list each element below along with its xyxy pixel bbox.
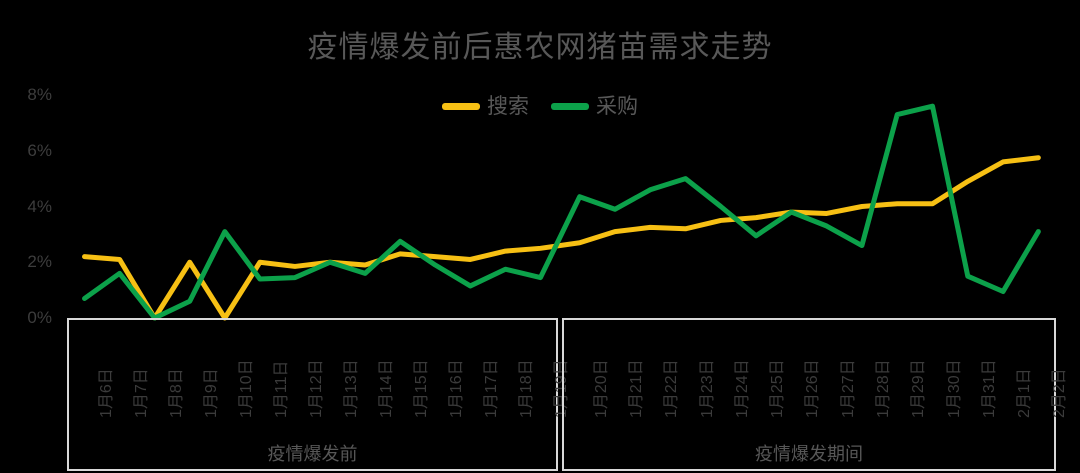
x-tick-label: 1月9日 [202,368,220,418]
x-tick-label: 1月17日 [483,359,501,418]
x-tick-label: 1月25日 [769,359,787,418]
x-tick-label: 1月22日 [663,359,681,418]
x-tick-label: 2月1日 [1016,368,1034,418]
x-tick-label: 1月23日 [698,359,716,418]
x-tick-label: 1月11日 [272,360,290,418]
y-tick-label: 8% [27,85,52,104]
series-line-采购 [82,103,1041,321]
y-tick-label: 0% [27,308,52,327]
x-tick-label: 1月6日 [97,368,115,418]
chart-title: 疫情爆发前后惠农网猪苗需求走势 [307,31,773,64]
axis-group-box-2 [562,318,1056,471]
y-tick-label: 2% [27,252,52,272]
x-tick-label: 1月20日 [592,359,610,418]
axis-group-box-1 [67,318,558,471]
axis-group-label-2: 疫情爆发期间 [755,444,863,464]
x-tick-label: 2月2日 [1051,368,1069,418]
x-tick-label: 1月26日 [804,359,822,418]
x-tick-label: 1月28日 [874,359,892,418]
x-tick-label: 1月13日 [343,359,361,418]
x-tick-label: 1月12日 [307,359,325,418]
x-tick-label: 1月27日 [839,359,857,418]
y-axis: 0% 2% 4% 6% 8% [0,0,60,473]
x-tick-label: 1月15日 [413,359,431,418]
y-tick-label: 4% [27,196,52,216]
x-tick-label: 1月14日 [378,359,396,418]
x-tick-label: 1月29日 [910,359,928,418]
x-tick-label: 1月31日 [980,359,998,418]
y-tick-label: 6% [27,140,52,160]
x-tick-label: 1月18日 [518,359,536,418]
x-tick-label: 1月21日 [627,359,645,418]
series-line-搜索 [82,155,1041,321]
x-tick-label: 1月16日 [448,359,466,418]
x-tick-label: 1月24日 [733,359,751,418]
x-tick-label: 1月10日 [237,359,255,418]
axis-group-label-1: 疫情爆发前 [267,444,358,464]
x-tick-label: 1月8日 [167,368,185,418]
x-tick-label: 1月7日 [132,368,150,418]
x-tick-label: 1月30日 [945,359,963,418]
